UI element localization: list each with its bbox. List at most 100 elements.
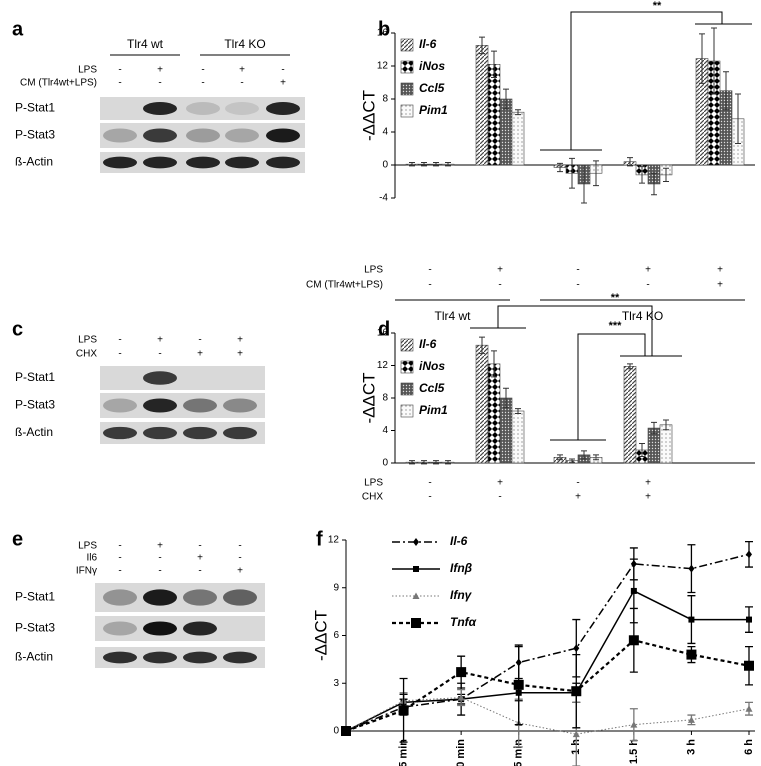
error-bar	[593, 454, 599, 461]
blot-band	[143, 426, 177, 440]
blot-band	[143, 398, 177, 413]
blot-band	[183, 621, 217, 636]
significance-label: **	[653, 0, 662, 12]
significance-label: **	[611, 292, 620, 304]
error-bar	[503, 387, 509, 409]
y-tick-label: 3	[333, 678, 339, 689]
error-bar	[735, 93, 741, 145]
marker	[744, 660, 754, 671]
blot-band	[103, 589, 137, 606]
marker	[412, 592, 420, 599]
error-bar	[479, 336, 485, 354]
y-tick-label: 6	[333, 630, 339, 641]
error-bar	[663, 167, 669, 182]
error-bar	[445, 162, 451, 167]
bar	[623, 366, 637, 464]
significance-brackets	[470, 11, 752, 441]
marker	[411, 618, 421, 628]
marker	[746, 616, 752, 623]
panel-letter: a	[12, 18, 24, 40]
condition-label: LPS	[78, 541, 97, 552]
blot-band	[183, 651, 217, 664]
condition-label: LPS	[364, 265, 383, 276]
blot-strip	[100, 97, 305, 120]
condition-sign: +	[239, 65, 245, 76]
x-tick-label: 30 min	[455, 739, 467, 766]
blot-band	[183, 589, 217, 606]
group-label: Tlr4 KO	[622, 309, 663, 323]
error-bar	[651, 172, 657, 196]
condition-sign: -	[428, 265, 431, 276]
condition-sign: +	[575, 492, 581, 503]
error-bar	[433, 460, 439, 465]
y-tick-label: 12	[377, 61, 389, 72]
series-line	[345, 639, 750, 733]
marker	[456, 667, 467, 678]
blot-band	[143, 128, 177, 143]
y-axis-label: -ΔΔCT	[311, 610, 330, 661]
condition-sign: +	[237, 335, 243, 346]
legend-label: iNos	[419, 59, 445, 73]
error-bar	[627, 157, 633, 167]
blot-band	[143, 621, 177, 636]
error-bar	[557, 162, 563, 173]
blot-row-label: ß-Actin	[15, 425, 53, 439]
condition-sign: -	[158, 553, 161, 564]
condition-sign: -	[238, 541, 241, 552]
bar	[475, 45, 489, 166]
marker	[513, 679, 524, 690]
blot-band	[103, 128, 137, 143]
marker	[628, 635, 639, 646]
legend-label: Pim1	[419, 403, 448, 417]
marker	[573, 644, 580, 653]
error-bar	[663, 419, 669, 431]
bar	[475, 344, 489, 464]
condition-label: LPS	[78, 335, 97, 346]
condition-sign: -	[428, 280, 431, 291]
marker	[630, 587, 637, 594]
condition-label: IFNγ	[76, 566, 97, 577]
x-tick-label: 6 h	[743, 739, 755, 755]
condition-label: CM (Tlr4wt+LPS)	[306, 280, 383, 291]
error-bar	[409, 162, 415, 167]
blot-row-label: P-Stat1	[15, 101, 55, 115]
condition-sign: -	[201, 78, 204, 89]
blot-band	[183, 398, 217, 413]
blot-row-label: P-Stat1	[15, 590, 55, 604]
blot-band	[103, 651, 137, 664]
blot-strip	[95, 616, 265, 641]
condition-sign: -	[498, 492, 501, 503]
blot-row-label: ß-Actin	[15, 155, 53, 169]
condition-label: LPS	[78, 65, 97, 76]
blot-band	[143, 589, 177, 606]
blot-row-label: ß-Actin	[15, 650, 53, 664]
blot-row-label: P-Stat3	[15, 398, 55, 412]
legend-swatch	[400, 38, 414, 52]
blot-band	[143, 371, 177, 385]
error-bar	[711, 27, 717, 95]
error-bar	[569, 458, 575, 463]
condition-sign: +	[157, 541, 163, 552]
error-bar	[581, 450, 587, 460]
y-tick-label: 12	[328, 535, 340, 546]
blot-strip	[95, 647, 265, 668]
error-bar	[421, 460, 427, 465]
condition-sign: -	[646, 280, 649, 291]
marker	[413, 538, 419, 546]
y-tick-label: 8	[382, 393, 388, 404]
blot-band	[225, 102, 259, 115]
condition-sign: +	[237, 566, 243, 577]
marker	[746, 550, 752, 559]
error-bar	[433, 162, 439, 167]
condition-sign: -	[576, 478, 579, 489]
condition-sign: -	[498, 280, 501, 291]
error-bar	[515, 109, 521, 116]
condition-sign: -	[428, 478, 431, 489]
legend-label: Pim1	[419, 103, 448, 117]
marker	[398, 705, 409, 716]
error-bar	[491, 50, 497, 79]
error-bar	[445, 460, 451, 465]
condition-sign: +	[717, 265, 723, 276]
marker	[688, 616, 695, 623]
